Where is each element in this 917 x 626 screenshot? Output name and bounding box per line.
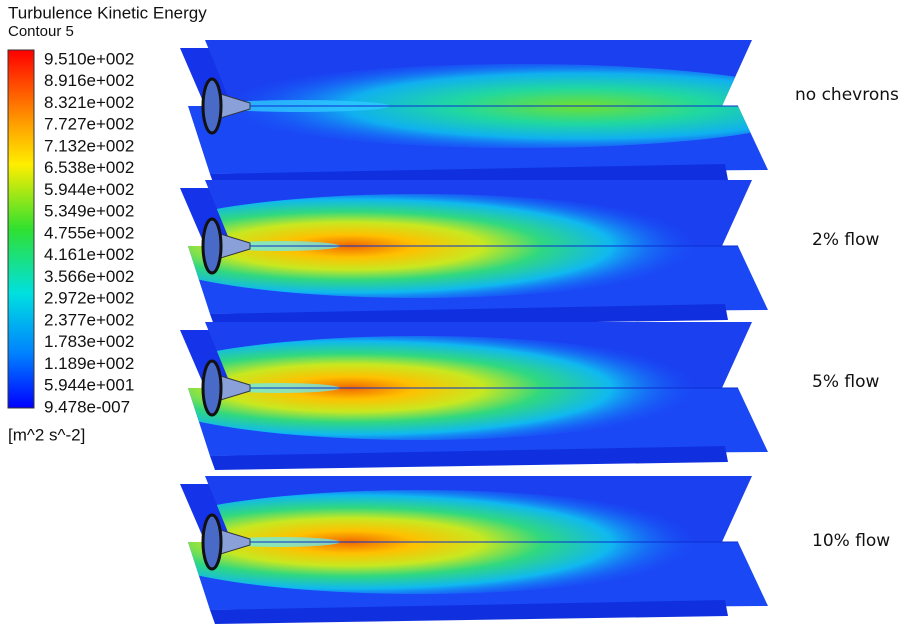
nozzle xyxy=(203,219,221,273)
panel xyxy=(130,322,768,470)
tick-label: 2.377e+002 xyxy=(44,310,134,329)
tick-label: 9.510e+002 xyxy=(44,49,134,68)
tick-label: 3.566e+002 xyxy=(44,267,134,286)
tick-label: 9.478e-007 xyxy=(44,397,130,416)
panel-label: 10% flow xyxy=(812,531,890,551)
tick-label: 2.972e+002 xyxy=(44,289,134,308)
colorbar xyxy=(8,50,34,408)
tick-label: 7.727e+002 xyxy=(44,115,134,134)
figure: Turbulence Kinetic Energy Contour 5 [m^2… xyxy=(0,0,917,626)
panel-label: 5% flow xyxy=(812,372,879,392)
legend-units: [m^2 s^-2] xyxy=(8,425,85,444)
panel-label: 2% flow xyxy=(812,230,879,250)
legend-title: Turbulence Kinetic Energy xyxy=(8,3,207,22)
tick-label: 8.321e+002 xyxy=(44,93,134,112)
panel xyxy=(180,40,820,188)
nozzle xyxy=(203,79,221,133)
legend-subtitle: Contour 5 xyxy=(8,23,74,40)
contour-panels xyxy=(130,40,820,624)
tick-label: 1.783e+002 xyxy=(44,332,134,351)
tick-label: 5.349e+002 xyxy=(44,202,134,221)
tick-label: 6.538e+002 xyxy=(44,158,134,177)
nozzle xyxy=(203,361,221,415)
tick-labels: 9.510e+002 8.916e+002 8.321e+002 7.727e+002… xyxy=(44,49,134,416)
tick-label: 1.189e+002 xyxy=(44,354,134,373)
tick-label: 4.161e+002 xyxy=(44,245,134,264)
panel xyxy=(130,476,768,624)
tick-label: 4.755e+002 xyxy=(44,223,134,242)
panel-label: no chevrons xyxy=(795,85,899,105)
tick-label: 8.916e+002 xyxy=(44,71,134,90)
tick-label: 5.944e+001 xyxy=(44,376,134,395)
tick-label: 5.944e+002 xyxy=(44,180,134,199)
tick-label: 7.132e+002 xyxy=(44,136,134,155)
nozzle xyxy=(203,515,221,569)
panel xyxy=(130,180,768,328)
